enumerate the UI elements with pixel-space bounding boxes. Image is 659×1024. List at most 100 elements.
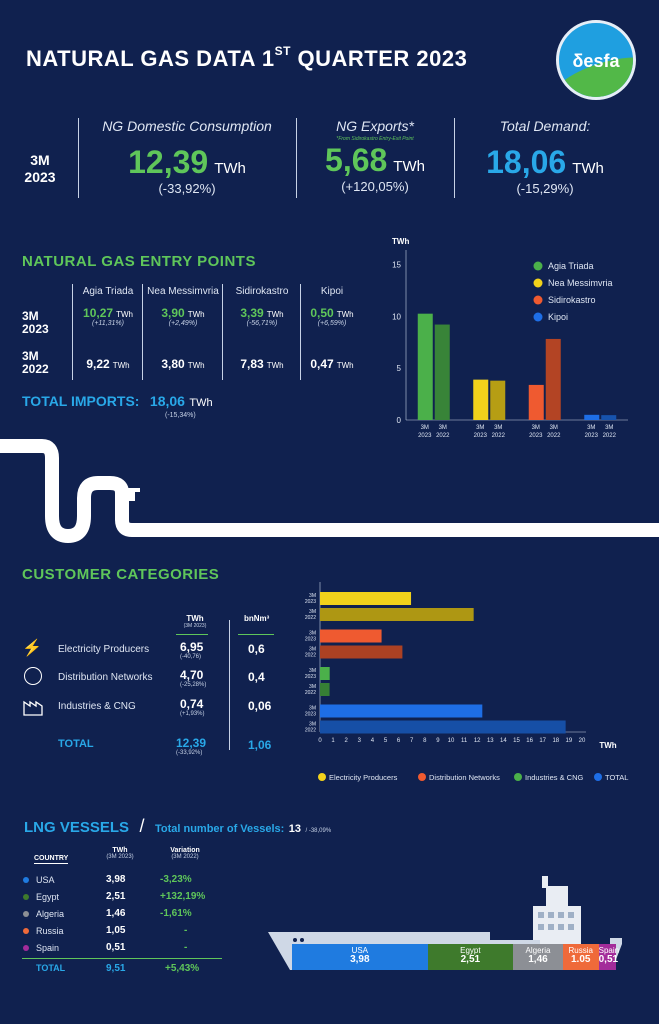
y-tick-label: 2023 [305,674,316,680]
y-tick-label: 2022 [305,615,316,621]
x-tick-label: 12 [474,738,481,744]
x-tick-label: 19 [566,738,573,744]
y-tick-label: 3M [309,706,316,712]
x-tick-label: 3 [358,738,362,744]
legend-label: Electricity Producers [329,773,398,782]
customer-categories-title: CUSTOMER CATEGORIES [22,566,220,583]
x-tick-label: 2022 [436,433,450,439]
x-tick-label: 3M [587,425,595,431]
hull-segment-egypt: Egypt 2,51 [427,944,514,970]
lng-header: LNG VESSELS / Total number of Vessels: 1… [24,816,332,836]
y-tick-label: 2022 [305,728,316,734]
legend-label: TOTAL [605,773,628,782]
legend-dot [514,773,522,781]
bar-sidirokastro-2023 [528,384,544,420]
x-tick-label: 4 [371,738,375,744]
kpi-period: 3M 2023 [24,152,56,185]
x-tick-label: 2 [345,738,349,744]
x-axis-label: TWh [599,741,616,750]
x-tick-label: 2023 [418,433,432,439]
x-tick-label: 20 [579,738,586,744]
legend-label: Agia Triada [548,261,594,271]
x-tick-label: 2022 [492,433,506,439]
x-tick-label: 16 [526,738,533,744]
customer-categories-chart: 0 1 2 3 4 5 6 7 8 9 10 11 12 13 14 15 16 17 18 19 20 TWh3M202… [305,582,628,782]
hull-segment-russia: Russia 1.05 [562,944,599,970]
globe-network-icon [24,667,42,685]
y-axis-label: TWh [392,237,409,246]
legend-dot [533,295,543,305]
y-tick-label: 3M [309,722,316,728]
y-tick-label: 2022 [305,653,316,659]
divider [454,118,455,198]
legend-dot [533,278,543,288]
pipeline-graphic [0,439,659,544]
bar-electricity-producers-2023 [320,592,412,605]
y-tick-label: 3M [309,593,316,599]
entry-points-title: NATURAL GAS ENTRY POINTS [22,253,256,270]
x-tick-label: 18 [552,738,559,744]
legend-label: Distribution Networks [429,773,500,782]
legend-dot [533,261,543,271]
page-title: NATURAL GAS DATA 1ST QUARTER 2023 [26,43,468,71]
x-tick-label: 3M [439,425,447,431]
y-tick-label: 3M [309,647,316,653]
x-tick-label: 17 [539,738,546,744]
bar-agia-triada-2023 [417,313,433,420]
bar-industries-cng-2023 [320,667,330,680]
hull-segment-algeria: Algeria 1,46 [513,944,563,970]
x-tick-label: 2023 [585,433,599,439]
bar-kipoi-2023 [584,414,600,420]
y-tick-label: 2023 [305,599,316,605]
legend-label: Sidirokastro [548,295,596,305]
divider [296,118,297,198]
bar-total-2023 [320,704,483,718]
bar-industries-cng-2022 [320,683,330,696]
customers-total-label: TOTAL [58,738,94,750]
bar-sidirokastro-2022 [545,338,561,420]
x-tick-label: 3M [421,425,429,431]
x-tick-label: 0 [318,738,322,744]
x-tick-label: 5 [384,738,388,744]
kpi-domestic-consumption: NG Domestic Consumption 12,39 TWh (-33,92… [102,118,272,196]
legend-label: Kipoi [548,312,568,322]
x-tick-label: 8 [423,738,427,744]
x-tick-label: 1 [331,738,335,744]
x-tick-label: 2023 [474,433,488,439]
kpi-exports: NG Exports* *From Sidirokastro Entry-Exi… [325,118,425,194]
bar-electricity-producers-2022 [320,608,474,621]
total-imports: TOTAL IMPORTS: 18,06 TWh [22,393,213,409]
x-tick-label: 2022 [547,433,561,439]
x-tick-label: 2023 [529,433,543,439]
y-tick-label: 3M [309,684,316,690]
bar-agia-triada-2022 [434,324,450,420]
x-tick-label: 3M [550,425,558,431]
legend-label: Industries & CNG [525,773,584,782]
hull-segment-usa: USA 3,98 [292,944,428,970]
y-tick-label: 2023 [305,712,316,718]
bar-total-2022 [320,720,566,734]
kpi-total-demand: Total Demand: 18,06 TWh (-15,29%) [486,118,604,196]
hull-segment-spain: Spain 0,51 [598,944,619,970]
y-tick-label: 2023 [305,637,316,643]
bar-kipoi-2022 [601,415,617,420]
desfa-logo: δesfa [556,20,636,100]
y-tick-label: 3M [309,668,316,674]
y-tick-label: 3M [309,631,316,637]
bar-distribution-networks-2023 [320,629,382,643]
x-tick-label: 2022 [603,433,617,439]
legend-dot [594,773,602,781]
y-tick-label: 3M [309,609,316,615]
row-label-2023: 3M 2023 [22,309,49,336]
x-tick-label: 3M [605,425,613,431]
y-tick-label: 0 [397,416,402,425]
x-tick-label: 6 [397,738,401,744]
x-tick-label: 13 [487,738,494,744]
y-tick-label: 15 [392,261,401,270]
x-tick-label: 3M [476,425,484,431]
y-tick-label: 10 [392,312,401,321]
x-tick-label: 3M [494,425,502,431]
legend-label: Nea Messimvria [548,278,613,288]
legend-dot [418,773,426,781]
legend-dot [533,312,543,322]
